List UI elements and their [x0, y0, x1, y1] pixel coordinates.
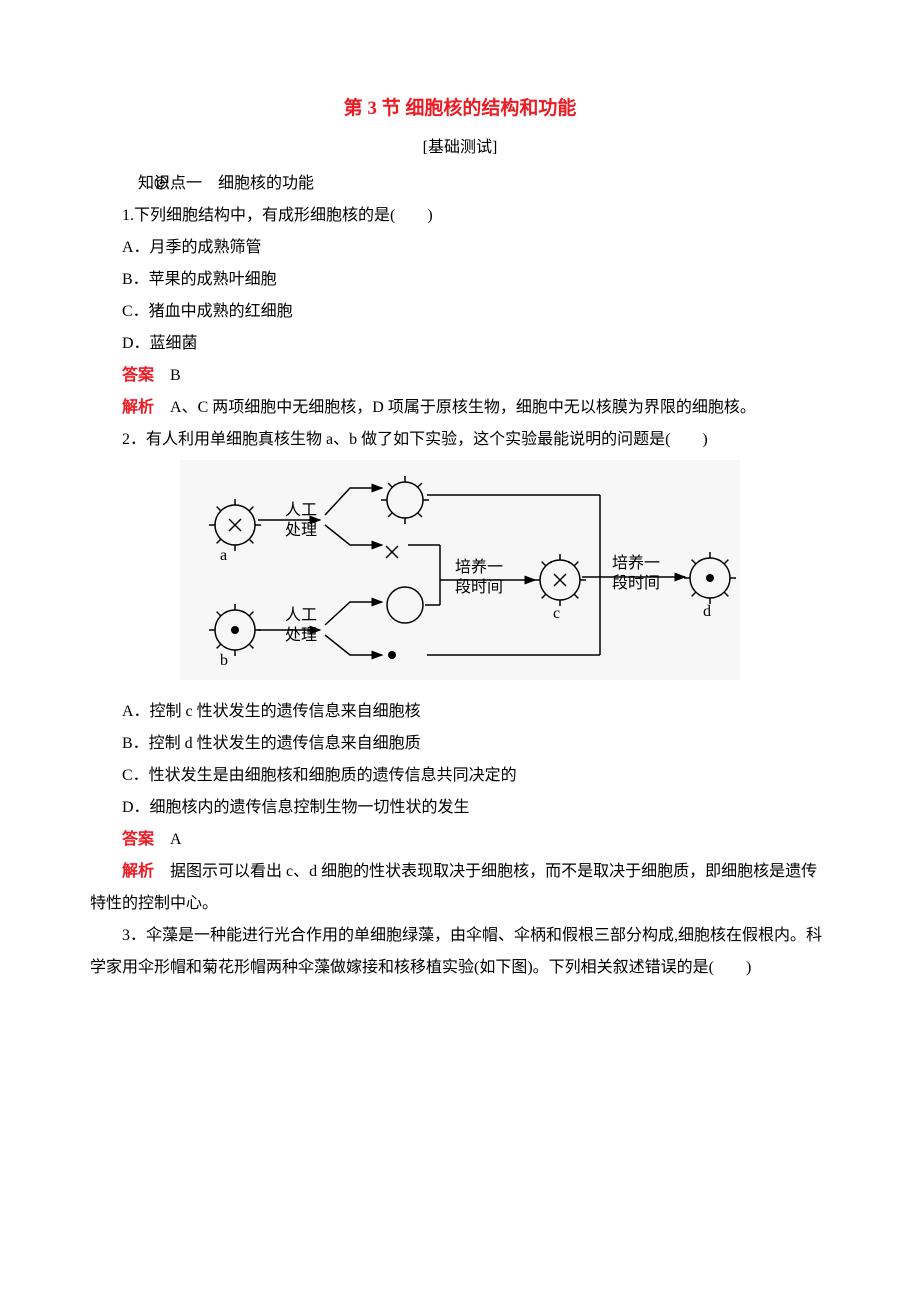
svg-text:培养一: 培养一 — [612, 554, 660, 572]
svg-text:d: d — [703, 603, 711, 620]
svg-text:a: a — [220, 547, 227, 564]
svg-text:段时间: 段时间 — [455, 578, 503, 596]
svg-text:b: b — [220, 652, 228, 669]
svg-text:人工: 人工 — [285, 501, 317, 519]
svg-text:段时间: 段时间 — [612, 574, 660, 592]
q2-stem: 2．有人利用单细胞真核生物 a、b 做了如下实验，这个实验最能说明的问题是( ) — [90, 424, 830, 456]
svg-text:处理: 处理 — [285, 626, 317, 644]
q2-option-a: A．控制 c 性状发生的遗传信息来自细胞核 — [90, 696, 830, 728]
svg-text:c: c — [553, 605, 560, 622]
q2-explain: 解析 据图示可以看出 c、d 细胞的性状表现取决于细胞核，而不是取决于细胞质，即… — [90, 856, 830, 920]
page-subtitle: [基础测试] — [90, 132, 830, 164]
svg-text:培养一: 培养一 — [455, 558, 503, 576]
q1-answer-value: B — [170, 367, 181, 384]
explain-label: 解析 — [122, 399, 154, 416]
knowledge-point-1-label: 知识点一 细胞核的功能 — [138, 175, 314, 192]
q3-stem: 3．伞藻是一种能进行光合作用的单细胞绿藻，由伞帽、伞柄和假根三部分构成,细胞核在… — [90, 920, 830, 984]
answer-label: 答案 — [122, 367, 154, 384]
q1-explain-text: A、C 两项细胞中无细胞核，D 项属于原核生物，细胞中无以核膜为界限的细胞核。 — [170, 399, 756, 416]
svg-text:处理: 处理 — [285, 521, 317, 539]
q2-answer: 答案 A — [90, 824, 830, 856]
q1-option-a: A．月季的成熟筛管 — [90, 232, 830, 264]
q2-option-b: B．控制 d 性状发生的遗传信息来自细胞质 — [90, 728, 830, 760]
target-icon — [122, 170, 136, 184]
q1-option-c: C．猪血中成熟的红细胞 — [90, 296, 830, 328]
knowledge-point-1: 知识点一 细胞核的功能 — [90, 168, 830, 200]
experiment-diagram: abcd人工处理人工处理培养一段时间培养一段时间 — [180, 460, 740, 680]
q2-diagram: abcd人工处理人工处理培养一段时间培养一段时间 — [90, 460, 830, 692]
explain-label: 解析 — [122, 863, 154, 880]
q1-option-d: D．蓝细菌 — [90, 328, 830, 360]
answer-label: 答案 — [122, 831, 154, 848]
q2-explain-text: 据图示可以看出 c、d 细胞的性状表现取决于细胞核，而不是取决于细胞质，即细胞核… — [90, 863, 817, 912]
q1-option-b: B．苹果的成熟叶细胞 — [90, 264, 830, 296]
q2-option-d: D．细胞核内的遗传信息控制生物一切性状的发生 — [90, 792, 830, 824]
page-title: 第 3 节 细胞核的结构和功能 — [90, 90, 830, 128]
svg-text:人工: 人工 — [285, 606, 317, 624]
q2-option-c: C．性状发生是由细胞核和细胞质的遗传信息共同决定的 — [90, 760, 830, 792]
q1-stem: 1.下列细胞结构中，有成形细胞核的是( ) — [90, 200, 830, 232]
q1-answer: 答案 B — [90, 360, 830, 392]
q1-explain: 解析 A、C 两项细胞中无细胞核，D 项属于原核生物，细胞中无以核膜为界限的细胞… — [90, 392, 830, 424]
q2-answer-value: A — [170, 831, 182, 848]
